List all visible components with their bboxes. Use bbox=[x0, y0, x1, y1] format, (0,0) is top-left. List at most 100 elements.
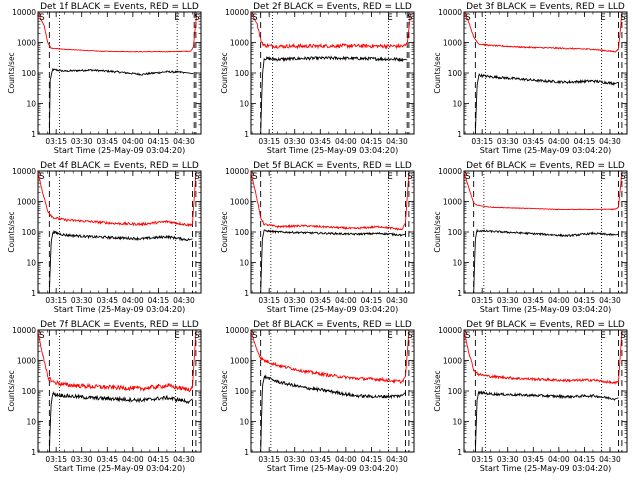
x-tick-label: 03:45 bbox=[522, 137, 544, 146]
plot-frame bbox=[250, 11, 415, 135]
events-series-line bbox=[260, 229, 406, 294]
start-marker: S bbox=[465, 331, 470, 341]
end-marker: E bbox=[600, 13, 605, 23]
y-axis: 1 10 100 1000 10000 bbox=[12, 167, 201, 298]
x-tick-label: 04:00 bbox=[548, 296, 570, 305]
lld-series-line bbox=[37, 331, 197, 393]
plot-frame bbox=[250, 329, 415, 453]
x-tick-label: 03:45 bbox=[96, 455, 118, 464]
panel-title: Det 4f BLACK = Events, RED = LLD bbox=[40, 161, 199, 171]
plot-frame bbox=[37, 329, 202, 453]
y-tick-label: 10000 bbox=[225, 167, 249, 176]
x-axis: 03:15 03:30 03:45 04:00 04:15 04:30 bbox=[464, 12, 628, 146]
y-axis-label: Counts/sec bbox=[433, 52, 442, 93]
y-axis: 1 10 100 1000 10000 bbox=[438, 167, 627, 298]
y-tick-label: 10000 bbox=[438, 167, 462, 176]
end-marker: E bbox=[174, 172, 179, 182]
y-axis: 1 10 100 1000 10000 bbox=[12, 8, 201, 139]
y-tick-label: 10000 bbox=[12, 8, 36, 17]
x-tick-label: 04:15 bbox=[148, 455, 170, 464]
x-tick-label: 03:45 bbox=[96, 296, 118, 305]
end-marker: E bbox=[600, 172, 605, 182]
y-tick-label: 1000 bbox=[17, 357, 36, 366]
events-series-line bbox=[48, 391, 193, 453]
x-axis-label: Start Time (25-May-09 03:04:20) bbox=[54, 146, 185, 155]
chart-panel-4: Det 4f BLACK = Events, RED = LLD 1 10 100 10… bbox=[7, 161, 202, 314]
lld-series-line bbox=[37, 13, 198, 53]
y-tick-label: 100 bbox=[22, 228, 37, 237]
x-tick-label: 03:15 bbox=[258, 455, 280, 464]
end-marker: E bbox=[387, 13, 392, 23]
y-tick-label: 100 bbox=[235, 69, 250, 78]
y-tick-label: 1 bbox=[244, 448, 249, 457]
x-tick-label: 03:45 bbox=[309, 137, 331, 146]
end-marker: E bbox=[174, 13, 179, 23]
y-tick-label: 1 bbox=[31, 448, 36, 457]
y-axis: 1 10 100 1000 10000 bbox=[12, 326, 201, 457]
x-tick-label: 04:30 bbox=[386, 455, 408, 464]
y-axis-label: Counts/sec bbox=[7, 370, 16, 411]
x-tick-label: 03:30 bbox=[71, 455, 93, 464]
panel-title: Det 3f BLACK = Events, RED = LLD bbox=[466, 2, 625, 12]
x-axis: 03:15 03:30 03:45 04:00 04:15 04:30 bbox=[38, 12, 202, 146]
events-series-line bbox=[474, 390, 619, 453]
x-tick-label: 03:45 bbox=[96, 137, 118, 146]
saa-marker: S bbox=[194, 13, 199, 23]
panel-title: Det 8f BLACK = Events, RED = LLD bbox=[253, 320, 412, 330]
y-tick-label: 10 bbox=[26, 259, 36, 268]
x-tick-label: 03:30 bbox=[497, 455, 519, 464]
saa-marker: S bbox=[407, 331, 412, 341]
x-tick-label: 04:00 bbox=[548, 455, 570, 464]
lld-series-line bbox=[463, 13, 623, 53]
x-tick-label: 03:15 bbox=[258, 137, 280, 146]
x-axis-label: Start Time (25-May-09 03:04:20) bbox=[267, 305, 398, 314]
x-tick-label: 04:30 bbox=[173, 455, 195, 464]
y-axis: 1 10 100 1000 10000 bbox=[438, 326, 627, 457]
saa-marker: S bbox=[194, 331, 199, 341]
y-tick-label: 10 bbox=[452, 418, 462, 427]
lld-series-line bbox=[250, 13, 412, 50]
x-tick-label: 04:15 bbox=[361, 137, 383, 146]
lld-series-line bbox=[250, 172, 410, 231]
y-tick-label: 100 bbox=[235, 387, 250, 396]
chart-panel-1: Det 1f BLACK = Events, RED = LLD 1 10 100 10… bbox=[7, 2, 202, 155]
y-tick-label: 1 bbox=[244, 289, 249, 298]
x-tick-label: 04:30 bbox=[173, 137, 195, 146]
x-tick-label: 04:15 bbox=[148, 296, 170, 305]
y-axis-label: Counts/sec bbox=[7, 52, 16, 93]
start-marker: S bbox=[39, 172, 44, 182]
chart-panel-8: Det 8f BLACK = Events, RED = LLD 1 10 100 10… bbox=[220, 320, 415, 473]
y-tick-label: 100 bbox=[448, 228, 463, 237]
y-tick-label: 1 bbox=[457, 448, 462, 457]
lld-series-line bbox=[463, 331, 623, 385]
x-tick-label: 03:30 bbox=[71, 137, 93, 146]
panel-title: Det 9f BLACK = Events, RED = LLD bbox=[466, 320, 625, 330]
chart-panel-9: Det 9f BLACK = Events, RED = LLD 1 10 100 10… bbox=[433, 320, 628, 473]
x-tick-label: 04:30 bbox=[599, 455, 621, 464]
y-tick-label: 10000 bbox=[225, 8, 249, 17]
y-tick-label: 1000 bbox=[443, 357, 462, 366]
x-axis: 03:15 03:30 03:45 04:00 04:15 04:30 bbox=[464, 171, 628, 305]
start-marker: S bbox=[252, 13, 257, 23]
y-tick-label: 10 bbox=[26, 100, 36, 109]
x-tick-label: 04:30 bbox=[599, 296, 621, 305]
y-tick-label: 1000 bbox=[443, 198, 462, 207]
panel-title: Det 5f BLACK = Events, RED = LLD bbox=[253, 161, 412, 171]
y-tick-label: 100 bbox=[448, 69, 463, 78]
x-tick-label: 04:00 bbox=[335, 137, 357, 146]
x-tick-label: 03:15 bbox=[258, 296, 280, 305]
panel-title: Det 7f BLACK = Events, RED = LLD bbox=[40, 320, 199, 330]
chart-panel-5: Det 5f BLACK = Events, RED = LLD 1 10 100 10… bbox=[220, 161, 415, 314]
y-tick-label: 10000 bbox=[225, 326, 249, 335]
y-axis-label: Counts/sec bbox=[220, 370, 229, 411]
plot-frame bbox=[463, 11, 628, 135]
y-tick-label: 100 bbox=[22, 387, 37, 396]
x-tick-label: 03:30 bbox=[284, 296, 306, 305]
y-axis-label: Counts/sec bbox=[7, 211, 16, 252]
